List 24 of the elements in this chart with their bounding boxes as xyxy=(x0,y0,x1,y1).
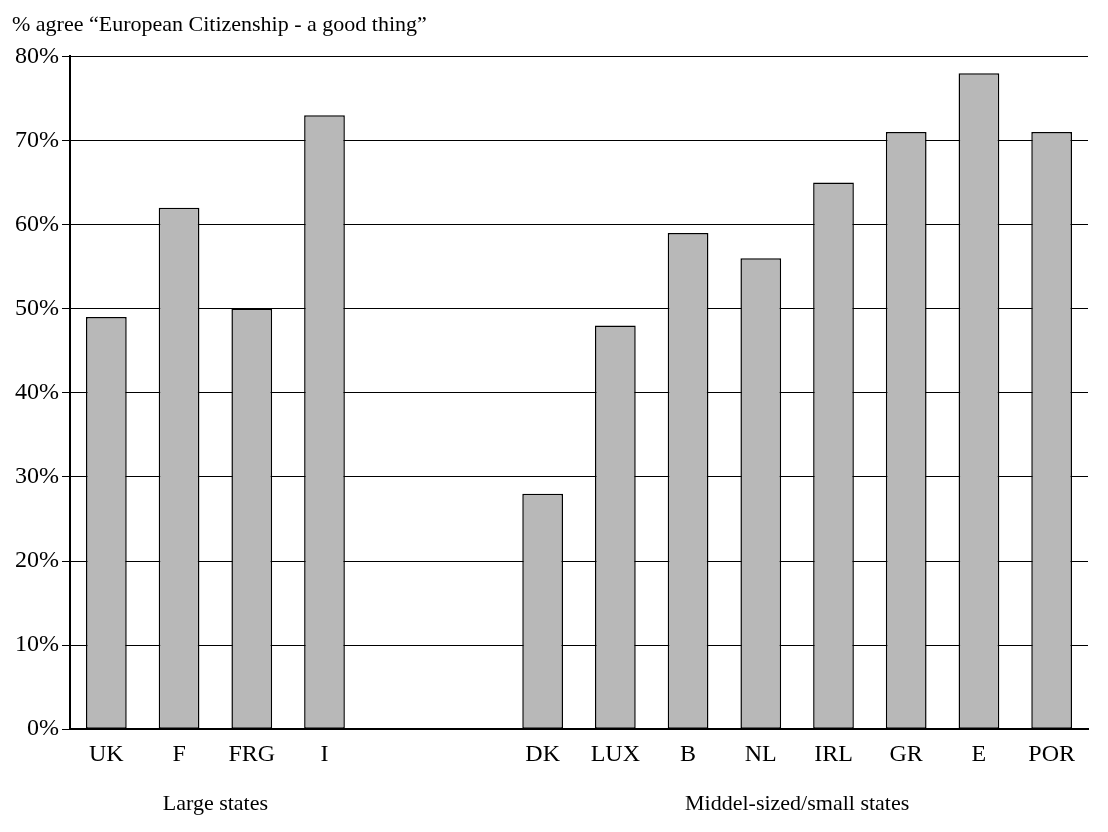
x-tick-label: DK xyxy=(525,739,561,766)
x-tick-label: GR xyxy=(889,739,923,766)
x-tick-label: NL xyxy=(744,739,777,766)
y-tick-label: 0% xyxy=(26,714,59,741)
y-tick-label: 50% xyxy=(14,294,59,320)
text: Middel-sized/small states xyxy=(685,790,910,815)
y-tick-label: 80% xyxy=(14,41,59,68)
y-tick-label: 30% xyxy=(14,462,59,489)
x-tick-label: I xyxy=(320,739,329,766)
text: Large states xyxy=(162,790,269,815)
y-tick-label: 60% xyxy=(14,209,59,236)
chart-title: % agree “European Citizenship - a good thing” xyxy=(12,10,427,36)
x-tick-label: E xyxy=(971,739,987,766)
x-tick-label: POR xyxy=(1028,739,1075,766)
x-tick-label: IRL xyxy=(814,739,853,766)
x-tick-label: B xyxy=(680,739,697,766)
y-tick-label: 10% xyxy=(14,630,59,657)
y-tick-label: 70% xyxy=(14,125,59,152)
y-tick-label: 20% xyxy=(14,546,59,573)
x-tick-label: UK xyxy=(89,739,125,766)
x-tick-label: F xyxy=(172,739,186,766)
y-tick-label: 40% xyxy=(14,378,59,405)
x-tick-label: LUX xyxy=(590,739,641,766)
x-tick-label: FRG xyxy=(228,739,276,766)
